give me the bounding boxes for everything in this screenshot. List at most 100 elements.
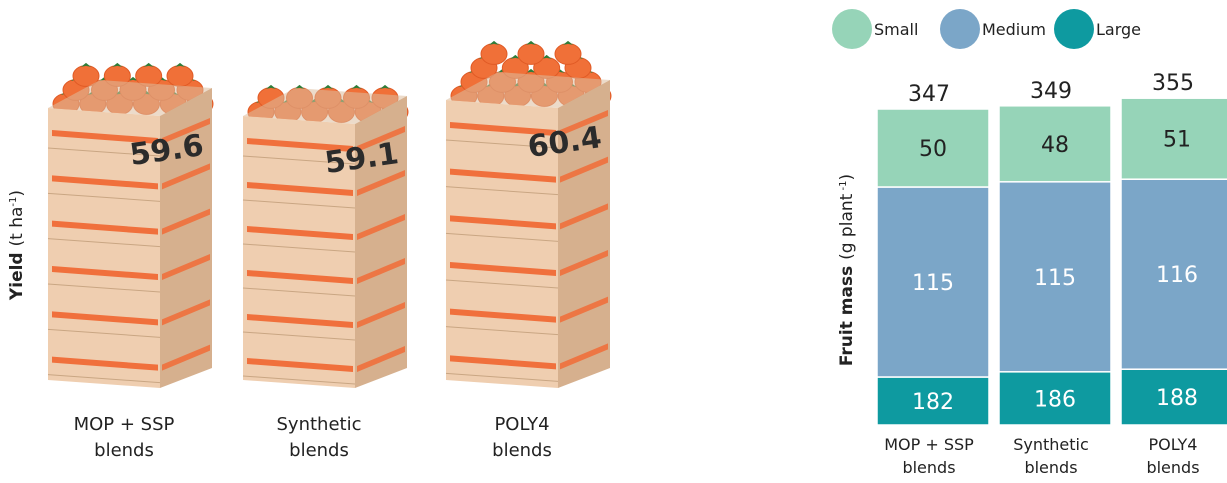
crate-slat xyxy=(247,138,353,152)
crate-top xyxy=(48,80,212,116)
crate-slat-side xyxy=(560,203,608,230)
crate-top xyxy=(446,72,610,108)
tomato-leaf xyxy=(128,76,138,81)
crate-slat xyxy=(52,311,158,326)
crate-seam xyxy=(242,375,356,385)
crate-slat xyxy=(450,168,556,183)
crate-slat xyxy=(450,215,556,230)
legend-label: Large xyxy=(1096,20,1141,39)
tomato-leaf xyxy=(143,62,154,67)
crate-seam xyxy=(47,283,161,293)
category-label: blends xyxy=(1024,458,1077,477)
tomato xyxy=(554,43,582,65)
bar-total-label: 349 xyxy=(1030,79,1072,104)
crate-top xyxy=(243,88,407,124)
tomato-leaf xyxy=(541,54,552,59)
crate-seam xyxy=(445,372,559,382)
legend-swatch xyxy=(832,9,872,49)
category-label: Synthetic xyxy=(277,414,362,435)
crate-slat-side xyxy=(357,302,405,328)
crate-slat xyxy=(450,308,556,323)
bar-group-1: 182 115 50 347 MOP + SSP blends xyxy=(876,82,990,477)
bar-segment-medium xyxy=(998,181,1112,373)
tomato-leaf xyxy=(380,84,390,89)
tomato-leaf xyxy=(526,68,536,73)
bar-value-label: 115 xyxy=(1034,266,1076,291)
category-label: MOP + SSP xyxy=(74,414,175,435)
category-label: Synthetic xyxy=(1013,435,1089,454)
tomato-leaf xyxy=(351,84,362,89)
crate-seam xyxy=(47,374,161,384)
crate-slat xyxy=(52,220,158,235)
crate-slat xyxy=(52,130,158,144)
crate-seam xyxy=(445,279,559,289)
crate-slat xyxy=(52,266,158,280)
category-label: POLY4 xyxy=(1149,435,1198,454)
crate-slat-side xyxy=(162,163,210,190)
tomato-leaf xyxy=(266,84,276,89)
bar-segment-large xyxy=(876,376,990,426)
crate-slat-side xyxy=(357,258,405,284)
crate-slat-side xyxy=(162,299,210,326)
crate-seam xyxy=(445,139,559,149)
legend-item-medium: Medium xyxy=(940,9,1046,49)
crate-seam xyxy=(242,243,356,253)
bar-group-2: 186 115 48 349 Synthetic blends xyxy=(998,79,1112,477)
bar-value-label: 188 xyxy=(1156,386,1198,411)
tomato-leaf xyxy=(175,62,185,67)
crate-slat xyxy=(247,314,353,328)
legend-swatch xyxy=(940,9,980,49)
bar-total-label: 355 xyxy=(1152,71,1194,96)
bar-segment-large xyxy=(998,371,1112,426)
crate-slat-side xyxy=(162,254,210,280)
category-label: blends xyxy=(289,440,349,461)
crate-seam xyxy=(47,147,161,157)
legend-label: Medium xyxy=(982,20,1046,39)
crate-slat xyxy=(450,122,556,136)
crate-slat-side xyxy=(357,170,405,196)
crate-slat-side xyxy=(357,346,405,372)
category-label: POLY4 xyxy=(494,414,549,435)
crate-slat xyxy=(247,226,353,240)
category-label: blends xyxy=(1146,458,1199,477)
crate-side xyxy=(355,96,407,388)
tomato-leaf xyxy=(294,84,305,89)
crate-seam xyxy=(445,186,559,196)
crate-slat xyxy=(52,175,158,190)
bar-segment-small xyxy=(998,105,1112,183)
crate-slat xyxy=(52,356,158,371)
crate-slat-side xyxy=(560,296,608,323)
tomato-leaf xyxy=(323,84,333,89)
bar-total-label: 347 xyxy=(908,82,950,107)
legend-label: Small xyxy=(874,20,918,39)
crate-side xyxy=(558,80,610,388)
crate-slat-side xyxy=(357,126,405,152)
crate-slat xyxy=(450,355,556,370)
crate-slat-side xyxy=(162,344,210,371)
fruit-mass-axis-label: Fruit mass (g plant -1) xyxy=(837,174,857,366)
legend-swatch xyxy=(1054,9,1094,49)
tomato-leaf xyxy=(81,62,91,67)
category-label: blends xyxy=(492,440,552,461)
legend-item-large: Large xyxy=(1054,9,1141,49)
tomato-leaf xyxy=(510,54,521,59)
tomato-leaf xyxy=(526,40,536,45)
tomato xyxy=(166,65,194,87)
bar-value-label: 186 xyxy=(1034,387,1076,412)
category-label: blends xyxy=(94,440,154,461)
tomato xyxy=(480,43,508,65)
crate-slat-side xyxy=(357,214,405,240)
bar-segment-medium xyxy=(876,186,990,378)
legend-item-small: Small xyxy=(832,9,918,49)
bar-segment-large xyxy=(1120,368,1227,426)
yield-axis-label: Yield (t ha-1) xyxy=(7,190,27,301)
crate-slat-side xyxy=(560,250,608,276)
bar-value-label: 115 xyxy=(912,271,954,296)
bar-value-label: 182 xyxy=(912,390,954,415)
crate-seam xyxy=(445,232,559,242)
crate-slat-side xyxy=(560,343,608,370)
